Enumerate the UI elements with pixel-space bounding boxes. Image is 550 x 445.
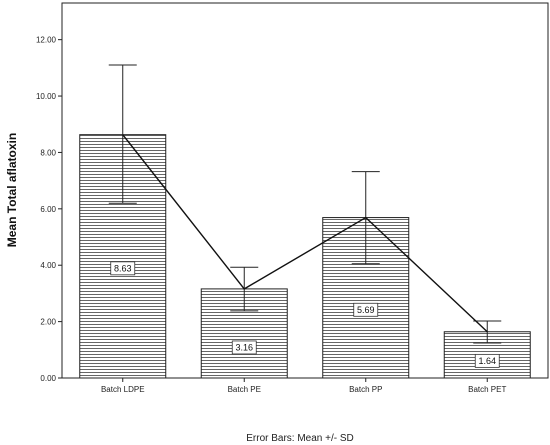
data-label: 3.16 [235,342,253,352]
y-tick-label: 4.00 [40,261,56,270]
data-label: 8.63 [114,263,132,273]
y-tick-label: 12.00 [36,36,57,45]
y-tick-label: 2.00 [40,318,56,327]
x-tick-label: Batch PP [349,385,382,394]
y-tick-label: 10.00 [36,92,57,101]
plot-frame [61,2,549,379]
y-tick-label: 6.00 [40,205,56,214]
bars [79,134,531,379]
x-axis: Batch LDPE Batch PE Batch PP Batch PET [101,378,506,394]
footnote: Error Bars: Mean +/- SD [246,433,354,444]
data-label: 5.69 [357,305,375,315]
data-label-box [110,261,136,276]
y-tick-label: 0.00 [40,374,56,383]
y-tick-label: 8.00 [40,148,56,157]
x-tick-label: Batch PE [228,385,261,394]
y-axis-title: Mean Total aflatoxin [5,133,19,247]
y-axis: 0.00 2.00 4.00 6.00 8.00 10.00 12.00 [36,36,62,383]
x-tick-label: Batch PET [468,385,506,394]
data-label-box [231,340,257,355]
data-label-box [353,302,379,317]
error-bars [108,64,502,344]
data-labels: 8.63 3.16 5.69 1.64 [110,261,500,368]
data-label: 1.64 [478,356,496,366]
data-label-box [474,353,500,368]
mean-line-path [122,134,488,333]
x-tick-label: Batch LDPE [101,385,145,394]
mean-line [122,134,488,333]
